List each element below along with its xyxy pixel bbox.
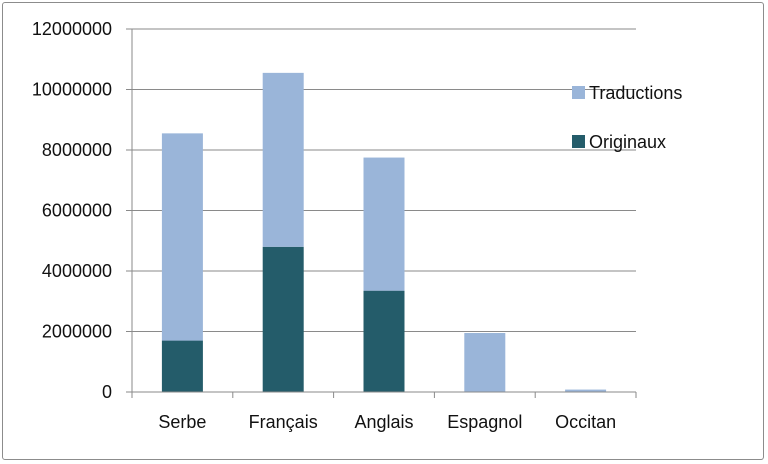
- y-tick-label: 10000000: [32, 80, 112, 100]
- y-axis-ticks: 0 2000000 4000000 6000000 8000000 10000000 120…: [32, 19, 112, 402]
- y-tick-label: 12000000: [32, 19, 112, 39]
- bar-traductions-espagnol: [464, 333, 506, 392]
- bar-traductions-occitan: [565, 389, 607, 392]
- y-tick-label: 4000000: [42, 261, 112, 281]
- gridlines: [132, 28, 636, 332]
- bar-originaux-franais: [262, 246, 304, 392]
- legend: Traductions Originaux: [572, 83, 682, 152]
- legend-swatch-traductions: [572, 86, 585, 99]
- y-tick-label: 2000000: [42, 322, 112, 342]
- y-tick-label: 8000000: [42, 140, 112, 160]
- legend-label-traductions: Traductions: [589, 83, 682, 103]
- x-tick-label: Occitan: [555, 412, 616, 432]
- axes: [126, 28, 637, 398]
- bar-traductions-serbe: [161, 133, 203, 341]
- bars: [161, 72, 607, 392]
- y-tick-label: 6000000: [42, 201, 112, 221]
- legend-swatch-originaux: [572, 135, 585, 148]
- legend-label-originaux: Originaux: [589, 132, 666, 152]
- x-tick-label: Anglais: [354, 412, 413, 432]
- bar-traductions-anglais: [363, 157, 405, 291]
- bar-originaux-anglais: [363, 290, 405, 392]
- x-tick-label: Espagnol: [447, 412, 522, 432]
- x-tick-label: Français: [249, 412, 318, 432]
- bar-traductions-franais: [262, 72, 304, 247]
- bar-originaux-serbe: [161, 340, 203, 392]
- x-axis-labels: Serbe Français Anglais Espagnol Occitan: [158, 412, 616, 432]
- x-tick-label: Serbe: [158, 412, 206, 432]
- y-tick-label: 0: [102, 382, 112, 402]
